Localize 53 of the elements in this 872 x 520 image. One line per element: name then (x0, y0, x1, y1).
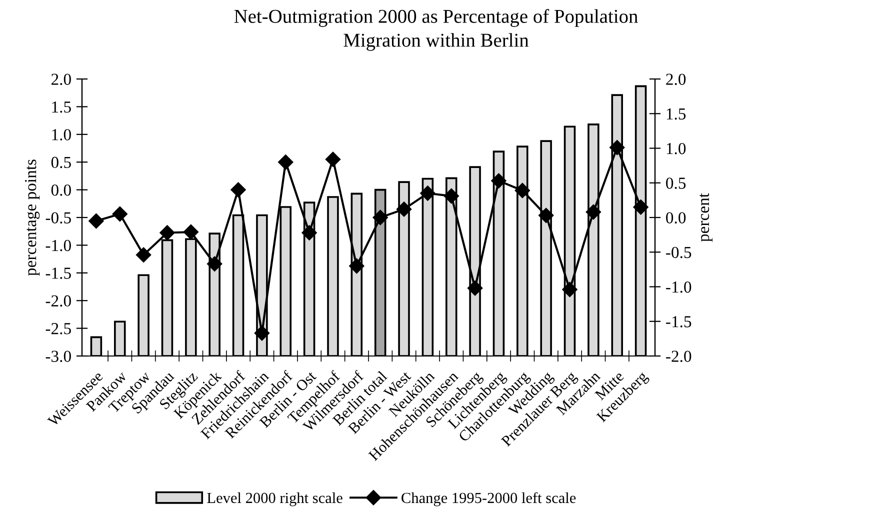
y2-tick-label: -1.0 (666, 281, 692, 293)
y2-tick-label: 0.0 (666, 212, 686, 224)
point (562, 282, 578, 298)
y-tick-label: 2.0 (51, 74, 71, 86)
point (254, 326, 270, 341)
y-tick-label: 0.0 (51, 184, 71, 196)
y2-tick-label: 1.0 (666, 142, 686, 154)
point (88, 213, 104, 229)
y-tick-label: 1.5 (52, 101, 71, 113)
point (586, 204, 602, 220)
chart-subtitle: Migration within Berlin (344, 33, 529, 51)
y-tick-label: 1.0 (52, 129, 71, 140)
y2-tick-label: 0.5 (666, 178, 686, 189)
point (160, 225, 175, 240)
legend-label: Change 1995-2000 left scale (402, 492, 576, 506)
y-tick-label: -3.0 (46, 350, 71, 362)
y-tick-label: -2.0 (46, 295, 71, 307)
y-axis-title: percentage points (25, 160, 40, 276)
point (491, 173, 506, 188)
bar (114, 320, 126, 356)
point (349, 258, 364, 274)
point (183, 224, 198, 240)
point (302, 225, 317, 240)
y2-tick-label: 2.0 (666, 74, 686, 86)
bar (138, 274, 150, 356)
bar (90, 336, 102, 356)
point (633, 200, 648, 215)
point (230, 182, 246, 198)
point (372, 210, 388, 226)
y2-tick-label: -2.0 (666, 350, 692, 362)
point (444, 188, 459, 204)
point (420, 186, 436, 201)
point (396, 202, 412, 217)
y2-tick-label: -0.5 (666, 246, 692, 258)
point (207, 256, 222, 272)
y-tick-label: -0.5 (46, 212, 71, 224)
y-tick-label: -1.0 (46, 240, 71, 252)
y2-tick-label: 1.5 (666, 108, 686, 120)
y-tick-label: 0.5 (51, 156, 71, 168)
point (610, 140, 625, 156)
point (467, 280, 483, 296)
point (325, 152, 341, 167)
point (112, 206, 128, 222)
legend-label: Level 2000 right scale (207, 492, 342, 506)
y2-axis-title: percent (700, 193, 712, 242)
point (278, 154, 294, 170)
chart-title: Net-Outmigration 2000 as Percentage of Population (234, 9, 638, 27)
point (538, 208, 554, 223)
y2-tick-label: -1.5 (666, 316, 692, 328)
y-tick-label: -1.5 (46, 268, 71, 279)
y-tick-label: -2.5 (46, 323, 71, 334)
point (514, 182, 530, 198)
point (136, 247, 152, 262)
